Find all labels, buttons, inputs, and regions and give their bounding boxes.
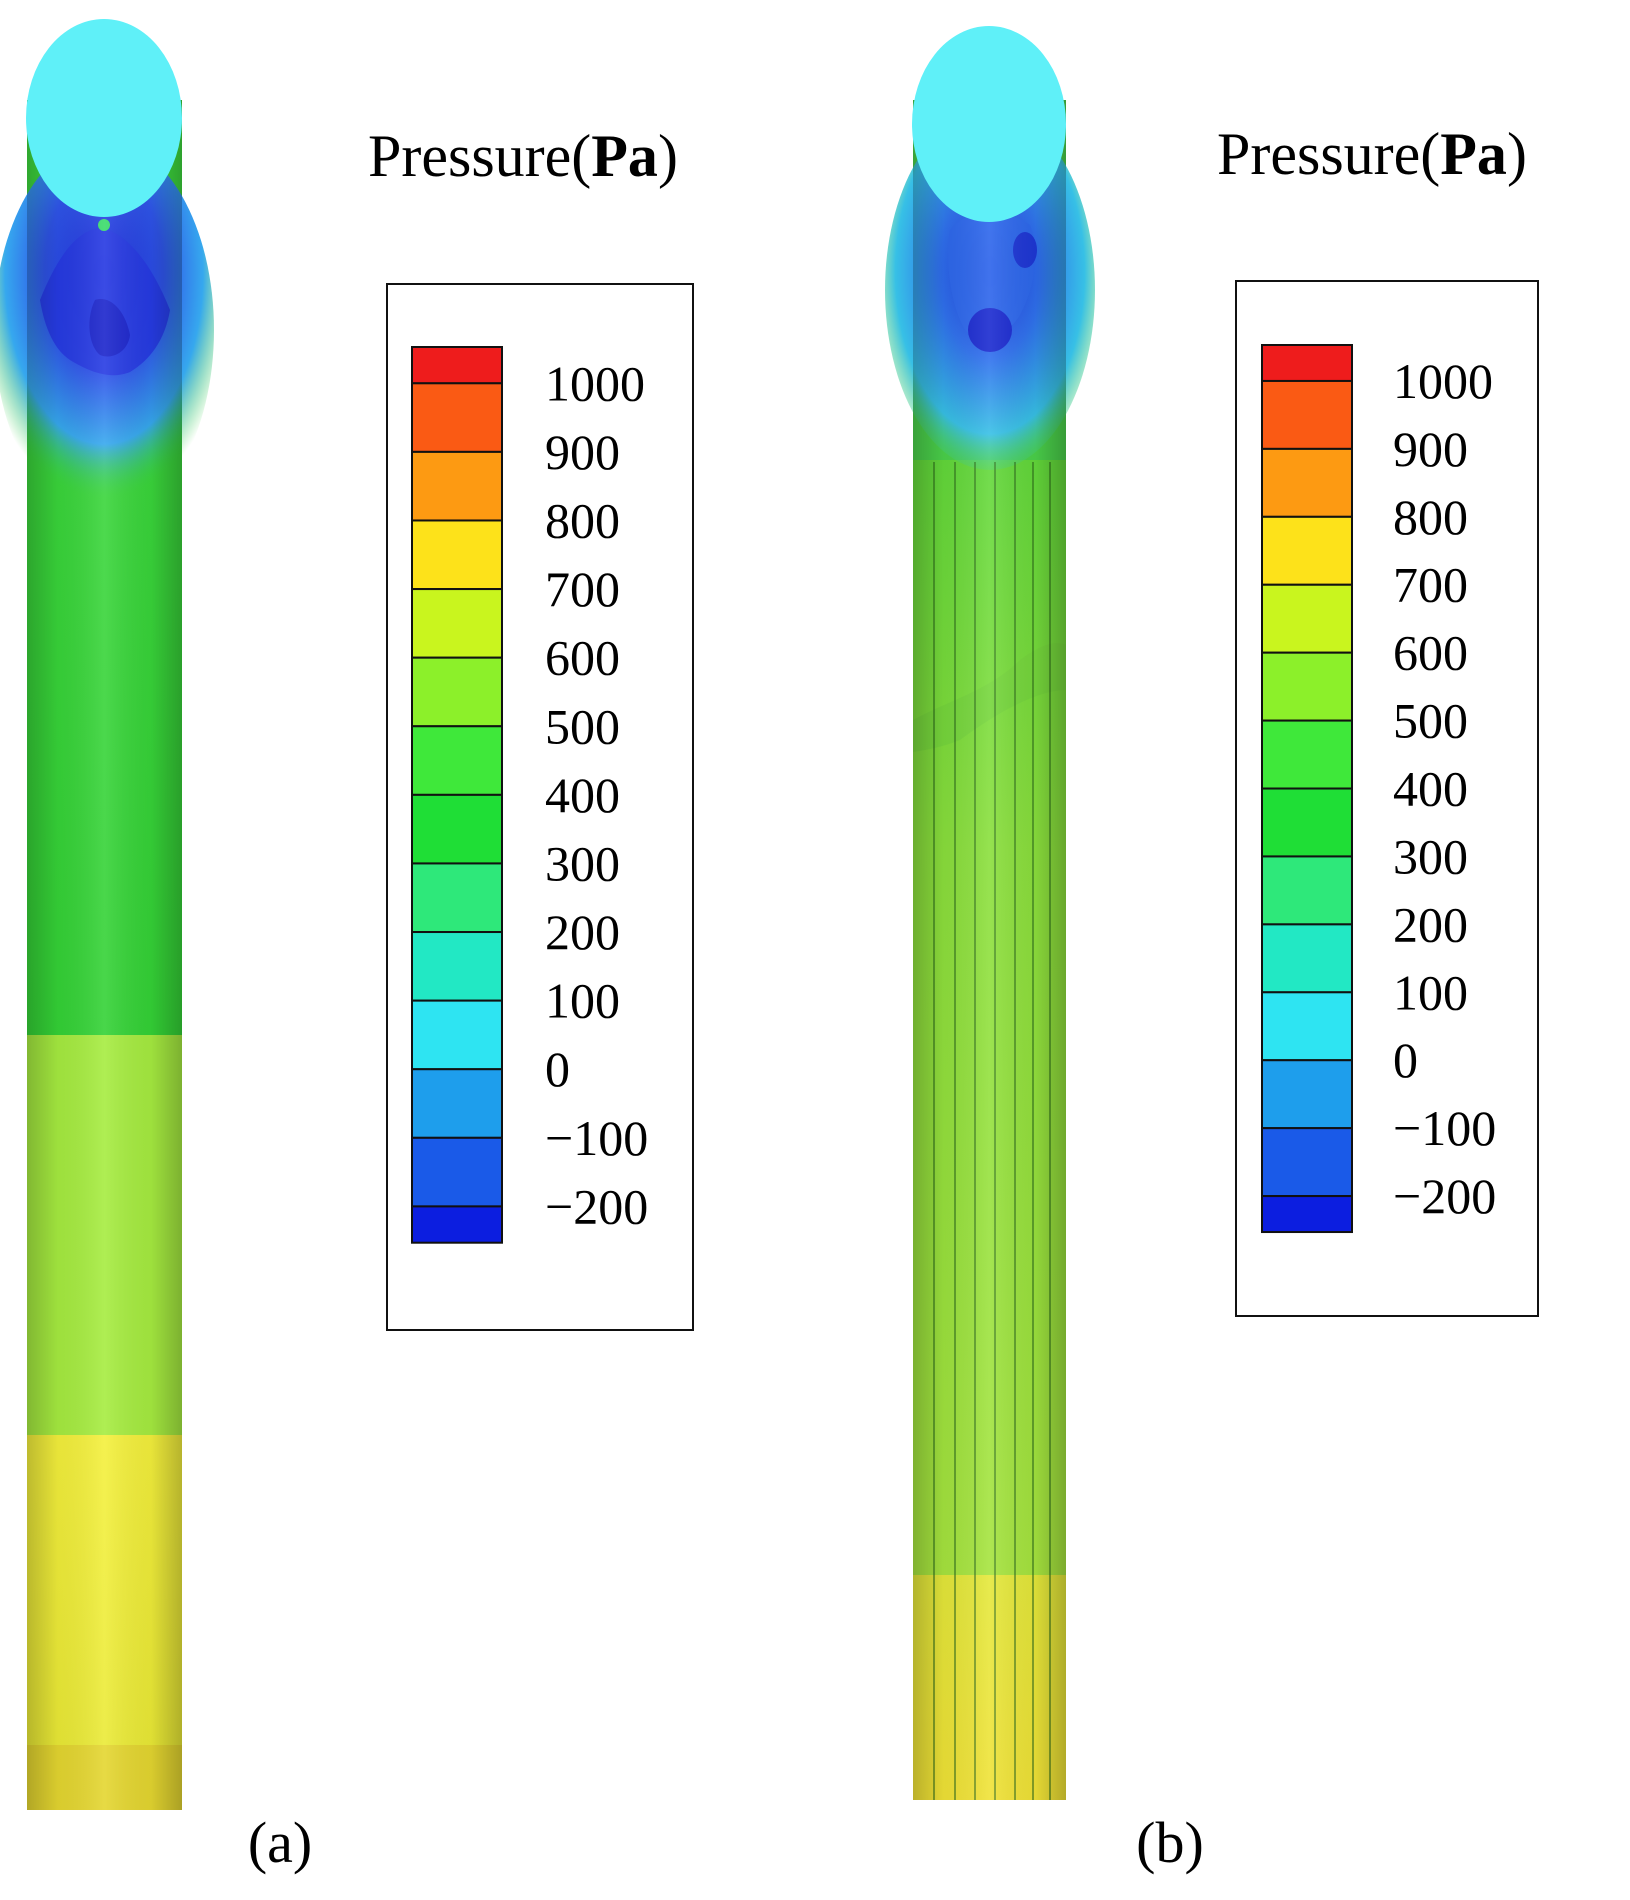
legend-a-tick-label: 400 <box>545 767 620 823</box>
legend-a-swatch-1 <box>411 382 503 453</box>
legend-a-tick-label: 800 <box>545 492 620 548</box>
legend-a-tick-label: 100 <box>545 973 620 1029</box>
legend-b-swatch-1 <box>1261 379 1353 450</box>
legend-b-title: Pressure(Pa) <box>1217 121 1527 187</box>
legend-a-swatch-9 <box>411 931 503 1002</box>
legend-a-swatch-6 <box>411 725 503 796</box>
legend-a-tick-label: 200 <box>545 904 620 960</box>
legend-b-tick-label: 600 <box>1393 625 1468 681</box>
tube-a-bubble <box>26 19 182 217</box>
legend-a-swatch-13 <box>411 1205 503 1244</box>
legend-b-tick-label: 800 <box>1393 489 1468 545</box>
legend-a-tick-label: −100 <box>545 1110 648 1166</box>
legend-b-tick-label: 200 <box>1393 896 1468 952</box>
legend-a-title-main: Pressure <box>368 123 571 189</box>
legend-b-swatch-8 <box>1261 855 1353 926</box>
legend-b-tick-label: 400 <box>1393 761 1468 817</box>
tube-b <box>885 26 1095 1800</box>
legend-b-tick-label: 100 <box>1393 964 1468 1020</box>
legend-a-title-unit: Pa <box>591 123 658 189</box>
legend-a-title: Pressure(Pa) <box>368 123 678 189</box>
panel-b: (b) <box>885 26 1204 1875</box>
legend-b-swatch-3 <box>1261 515 1353 586</box>
legend-b-swatch-2 <box>1261 447 1353 518</box>
legend-a-tick-label: 700 <box>545 561 620 617</box>
legend-b-swatch-11 <box>1261 1059 1353 1130</box>
legend-a-swatch-7 <box>411 793 503 865</box>
legend-a-swatch-12 <box>411 1136 503 1208</box>
legend-a-swatch-2 <box>411 450 503 522</box>
legend-a-swatch-11 <box>411 1068 503 1139</box>
legend-a-tick-label: −200 <box>545 1178 648 1234</box>
legend-b-swatch-10 <box>1261 991 1353 1062</box>
legend-b-swatch-4 <box>1261 583 1353 654</box>
legend-b-swatches <box>1261 344 1353 1234</box>
legend-a-tick-label: 900 <box>545 424 620 480</box>
legend-b-swatch-0 <box>1261 344 1353 382</box>
legend-a-swatch-4 <box>411 588 503 659</box>
legend-b-swatch-7 <box>1261 787 1353 858</box>
tube-b-shading <box>913 100 1066 1800</box>
legend-a-tick-label: 1000 <box>545 355 645 411</box>
legend-a-swatch-0 <box>411 346 503 385</box>
legend-b-tick-label: 0 <box>1393 1032 1418 1088</box>
legend-a-tick-label: 0 <box>545 1041 570 1097</box>
legend-b-tick-label: 1000 <box>1393 353 1493 409</box>
legend-b-tick-label: −200 <box>1393 1168 1496 1224</box>
legend-b: Pressure(Pa) 100090080070060050040030020… <box>1217 121 1539 1317</box>
legend-b-tick-label: 900 <box>1393 421 1468 477</box>
legend-b-swatch-13 <box>1261 1195 1353 1234</box>
panel-a-caption: (a) <box>248 1810 312 1875</box>
legend-a-tick-label: 300 <box>545 835 620 891</box>
legend-b-title-main: Pressure <box>1217 121 1420 187</box>
tube-b-bubble <box>912 26 1066 222</box>
panel-a: (a) <box>0 19 312 1875</box>
legend-a-swatches <box>411 346 503 1244</box>
panel-b-caption: (b) <box>1136 1810 1204 1875</box>
legend-a-swatch-3 <box>411 519 503 591</box>
legend-a-swatch-5 <box>411 656 503 728</box>
legend-a-swatch-10 <box>411 999 503 1071</box>
legend-b-swatch-12 <box>1261 1127 1353 1198</box>
legend-a-swatch-8 <box>411 862 503 934</box>
legend-b-tick-label: 700 <box>1393 557 1468 613</box>
legend-b-swatch-5 <box>1261 651 1353 722</box>
legend-a: Pressure(Pa) 100090080070060050040030020… <box>368 123 694 1331</box>
legend-b-tick-label: −100 <box>1393 1100 1496 1156</box>
legend-b-tick-label: 300 <box>1393 828 1468 884</box>
tube-a-shading <box>27 100 182 1810</box>
legend-b-swatch-9 <box>1261 923 1353 994</box>
tube-a <box>0 19 214 1810</box>
legend-b-swatch-6 <box>1261 719 1353 790</box>
legend-b-tick-label: 500 <box>1393 693 1468 749</box>
legend-a-tick-label: 600 <box>545 630 620 686</box>
legend-a-tick-label: 500 <box>545 698 620 754</box>
legend-b-title-unit: Pa <box>1440 121 1507 187</box>
